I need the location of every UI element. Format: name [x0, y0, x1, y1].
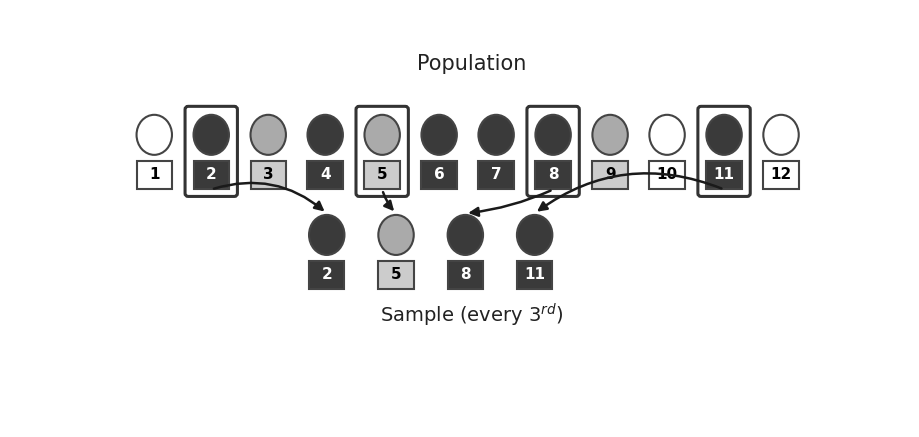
FancyBboxPatch shape — [421, 161, 457, 189]
Ellipse shape — [378, 215, 414, 255]
FancyBboxPatch shape — [706, 161, 741, 189]
FancyBboxPatch shape — [516, 261, 551, 289]
Text: 6: 6 — [434, 167, 444, 182]
FancyArrowPatch shape — [213, 183, 323, 210]
FancyBboxPatch shape — [364, 161, 400, 189]
FancyBboxPatch shape — [592, 161, 627, 189]
Text: 4: 4 — [320, 167, 330, 182]
Ellipse shape — [364, 115, 400, 155]
Text: 2: 2 — [206, 167, 216, 182]
Ellipse shape — [763, 115, 798, 155]
Text: 8: 8 — [547, 167, 558, 182]
FancyArrowPatch shape — [382, 192, 391, 209]
FancyBboxPatch shape — [307, 161, 343, 189]
Text: Sample (every 3$^{rd}$): Sample (every 3$^{rd}$) — [380, 302, 562, 329]
Ellipse shape — [592, 115, 627, 155]
Text: 3: 3 — [263, 167, 273, 182]
FancyBboxPatch shape — [250, 161, 286, 189]
Text: 11: 11 — [524, 267, 545, 282]
Text: 5: 5 — [377, 167, 387, 182]
FancyBboxPatch shape — [448, 261, 482, 289]
Text: 9: 9 — [604, 167, 615, 182]
Ellipse shape — [136, 115, 172, 155]
Ellipse shape — [448, 215, 482, 255]
Text: 1: 1 — [149, 167, 159, 182]
Ellipse shape — [307, 115, 343, 155]
Text: 7: 7 — [491, 167, 501, 182]
Ellipse shape — [309, 215, 344, 255]
Text: Population: Population — [416, 54, 526, 74]
FancyBboxPatch shape — [478, 161, 514, 189]
Ellipse shape — [535, 115, 570, 155]
Text: 10: 10 — [656, 167, 677, 182]
FancyBboxPatch shape — [136, 161, 172, 189]
FancyBboxPatch shape — [649, 161, 684, 189]
Text: 11: 11 — [713, 167, 733, 182]
Ellipse shape — [421, 115, 457, 155]
Ellipse shape — [193, 115, 229, 155]
Ellipse shape — [250, 115, 286, 155]
FancyBboxPatch shape — [763, 161, 798, 189]
Ellipse shape — [516, 215, 551, 255]
FancyArrowPatch shape — [539, 173, 720, 210]
Text: 5: 5 — [391, 267, 401, 282]
FancyBboxPatch shape — [309, 261, 344, 289]
Ellipse shape — [706, 115, 741, 155]
Text: 12: 12 — [769, 167, 791, 182]
FancyBboxPatch shape — [193, 161, 229, 189]
Text: 8: 8 — [460, 267, 471, 282]
Text: 2: 2 — [321, 267, 332, 282]
Ellipse shape — [478, 115, 514, 155]
FancyBboxPatch shape — [378, 261, 414, 289]
Ellipse shape — [649, 115, 684, 155]
FancyArrowPatch shape — [471, 191, 550, 216]
FancyBboxPatch shape — [535, 161, 570, 189]
